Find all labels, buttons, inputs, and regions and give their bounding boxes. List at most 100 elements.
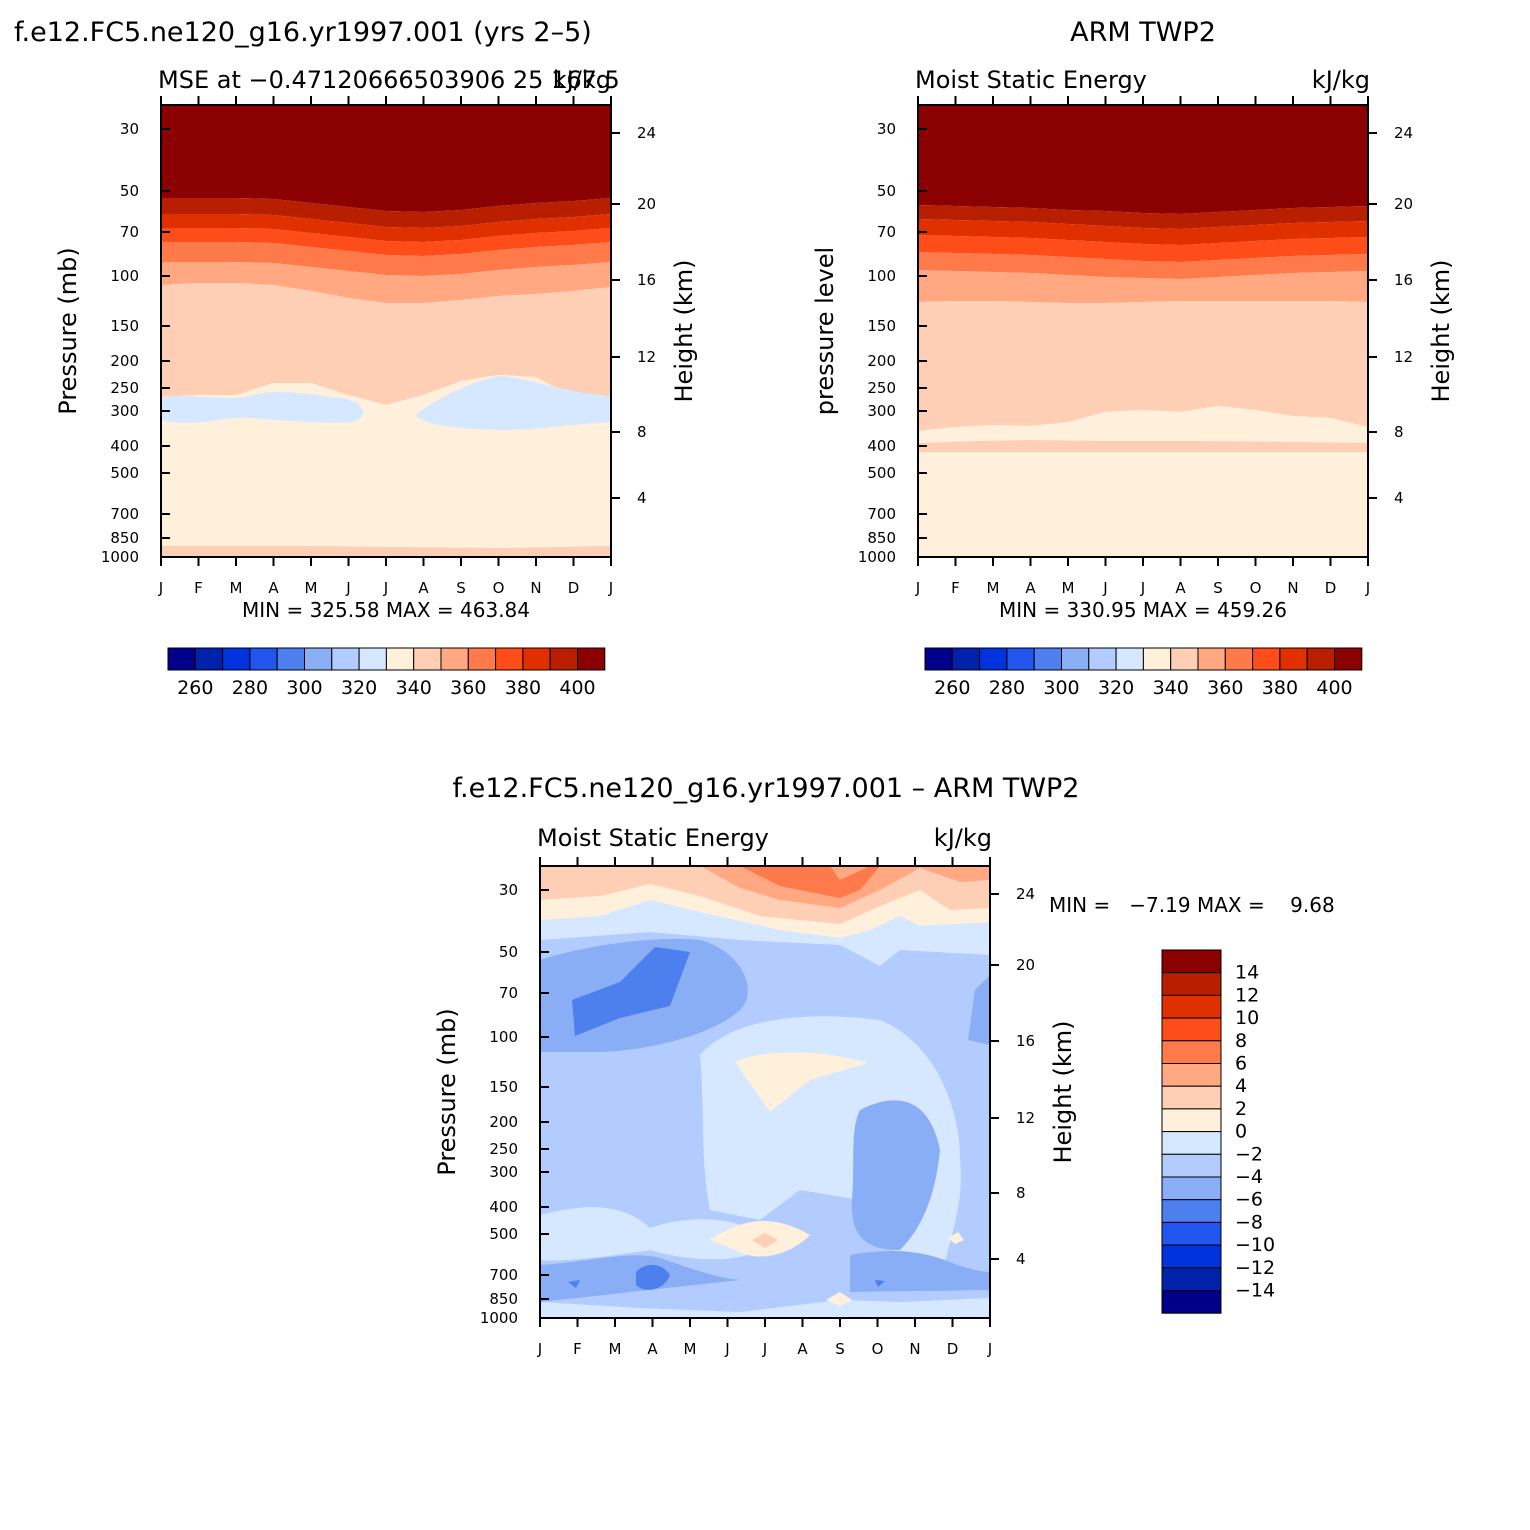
month-label: J: [1365, 579, 1370, 597]
pressure-label: 300: [110, 402, 139, 420]
height-label: 16: [1394, 271, 1413, 289]
contour-band: [918, 105, 1368, 214]
pressure-label: 500: [867, 464, 896, 482]
model-subtitle: MSE at −0.47120666503906 25 167.5: [158, 66, 620, 94]
pressure-label: 30: [877, 120, 896, 138]
colorbar-box: [1161, 994, 1222, 1019]
colorbar-box: [304, 647, 333, 671]
colorbar-box: [1115, 647, 1144, 671]
colorbar-box: [1161, 1244, 1222, 1269]
month-label: M: [305, 579, 318, 597]
model-y-label: Pressure (mb): [54, 247, 82, 414]
colorbar-box: [1161, 1290, 1222, 1314]
colorbar-label: 10: [1235, 1007, 1259, 1029]
contour-band: [540, 1298, 990, 1318]
month-label: S: [835, 1340, 845, 1358]
month-label: J: [762, 1340, 767, 1358]
colorbar-box: [1161, 1063, 1222, 1087]
colorbar-label: 400: [1316, 677, 1352, 699]
height-label: 20: [1016, 956, 1035, 974]
colorbar-box: [522, 647, 551, 671]
month-label: J: [915, 579, 920, 597]
pressure-label: 700: [867, 505, 896, 523]
diff-contour-fill: [540, 866, 990, 1318]
height-label: 12: [1394, 348, 1413, 366]
colorbar-box: [1306, 647, 1335, 671]
colorbar-box: [1161, 949, 1222, 974]
month-label: D: [1325, 579, 1337, 597]
obs-units: kJ/kg: [1312, 66, 1370, 94]
pressure-label: 250: [489, 1140, 518, 1158]
contour-band: [918, 440, 1368, 452]
contour-band: [740, 866, 880, 898]
colorbar-label: 300: [286, 677, 322, 699]
pressure-label: 400: [489, 1198, 518, 1216]
contour-band: [918, 270, 1368, 303]
colorbar-box: [1334, 647, 1363, 671]
colorbar-label: 300: [1043, 677, 1079, 699]
colorbar-label: −2: [1235, 1143, 1263, 1165]
colorbar-box: [1142, 647, 1172, 671]
pressure-label: 50: [120, 182, 139, 200]
colorbar-box: [1161, 1108, 1222, 1133]
colorbar-box: [331, 647, 360, 671]
colorbar-box: [1006, 647, 1035, 671]
colorbar-box: [249, 647, 278, 671]
height-label: 12: [637, 348, 656, 366]
month-label: J: [158, 579, 163, 597]
pressure-label: 700: [489, 1266, 518, 1284]
contour-band: [161, 105, 611, 212]
height-label: 20: [637, 195, 656, 213]
month-label: M: [987, 579, 1000, 597]
obs-y2-label: Height (km): [1427, 260, 1455, 403]
colorbar-box: [1161, 1017, 1222, 1042]
colorbar-box: [1197, 647, 1226, 671]
colorbar-box: [577, 647, 606, 671]
contour-band: [161, 546, 611, 557]
colorbar-box: [1224, 647, 1254, 671]
month-label: A: [647, 1340, 658, 1358]
pressure-label: 30: [499, 881, 518, 899]
obs-axes: J F M A M J J A S O N D J 30 50 70 100 150 200 250 300 400 500…: [858, 96, 1413, 597]
contour-band: [752, 1233, 778, 1248]
panel-diff: f.e12.FC5.ne120_g16.yr1997.001 – ARM TWP…: [433, 773, 1335, 1358]
month-label: J: [537, 1340, 542, 1358]
month-label: O: [493, 579, 505, 597]
diff-units: kJ/kg: [934, 824, 992, 852]
pressure-label: 1000: [858, 548, 896, 566]
month-label: O: [1250, 579, 1262, 597]
pressure-label: 500: [489, 1225, 518, 1243]
pressure-label: 150: [110, 317, 139, 335]
contour-band: [918, 301, 1368, 431]
obs-colorbar: 260 280 300 320 340 360 380 400: [924, 647, 1363, 699]
diff-minmax: MIN = −7.19 MAX = 9.68: [1049, 893, 1335, 917]
pressure-label: 500: [110, 464, 139, 482]
colorbar-label: 0: [1235, 1121, 1247, 1143]
pressure-label: 200: [489, 1113, 518, 1131]
month-label: S: [1213, 579, 1223, 597]
colorbar-box: [1170, 647, 1199, 671]
colorbar-box: [951, 647, 981, 671]
contour-band: [161, 198, 611, 228]
colorbar-box: [1161, 1153, 1222, 1178]
height-label: 8: [637, 423, 647, 441]
contour-band: [968, 975, 990, 1045]
colorbar-label: 6: [1235, 1053, 1247, 1075]
month-label: J: [608, 579, 613, 597]
pressure-label: 100: [867, 267, 896, 285]
diff-axes: J F M A M J J A S O N D J 30 50 70 100 150 200 250 300 400 500…: [480, 857, 1035, 1358]
contour-band: [735, 1052, 868, 1112]
height-label: 8: [1016, 1184, 1026, 1202]
colorbar-label: 2: [1235, 1098, 1247, 1120]
colorbar-box: [440, 647, 469, 671]
colorbar-box: [1161, 972, 1222, 996]
contour-band: [850, 1250, 990, 1292]
month-label: O: [872, 1340, 884, 1358]
height-label: 24: [1394, 124, 1413, 142]
colorbar-label: 340: [1153, 677, 1189, 699]
colorbar-label: 380: [1262, 677, 1298, 699]
month-label: F: [573, 1340, 582, 1358]
contour-band: [161, 262, 611, 303]
height-label: 20: [1394, 195, 1413, 213]
